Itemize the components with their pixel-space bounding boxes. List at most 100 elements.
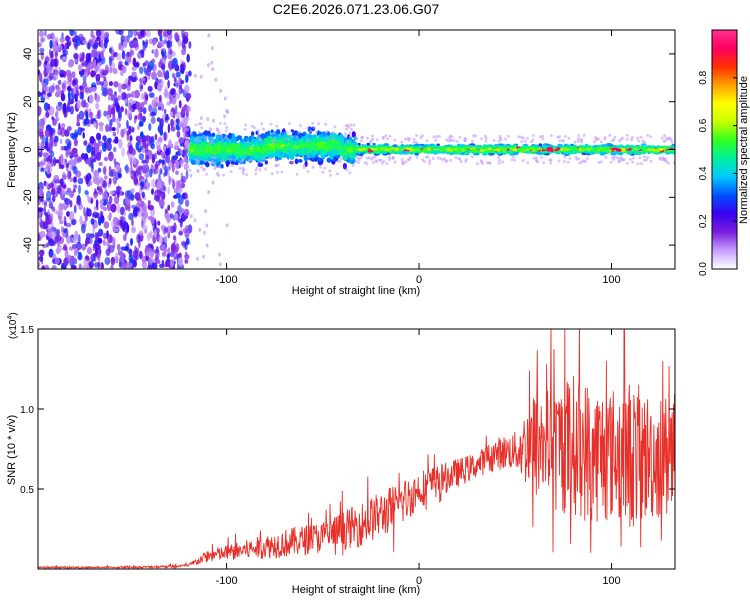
heatmap-cell <box>38 161 41 167</box>
heatmap-cell <box>65 35 70 42</box>
heatmap-cell <box>313 157 319 162</box>
heatmap-cell <box>454 156 458 160</box>
heatmap-cell <box>193 218 197 223</box>
heatmap-cell <box>471 139 475 143</box>
heatmap-cell <box>506 150 513 154</box>
heatmap-cell <box>351 131 356 138</box>
heatmap-cell <box>339 145 343 150</box>
heatmap-cell <box>151 153 156 164</box>
heatmap-cell <box>254 172 258 176</box>
heatmap-cell <box>126 119 129 129</box>
heatmap-cell <box>184 251 188 257</box>
heatmap-cell <box>108 244 115 253</box>
heatmap-cell <box>501 148 508 152</box>
heatmap-cell <box>98 185 103 193</box>
heatmap-cell <box>164 108 167 115</box>
heatmap-cell <box>472 134 475 138</box>
heatmap-cell <box>421 144 427 148</box>
heatmap-cell <box>91 87 97 92</box>
heatmap-cell <box>404 137 407 141</box>
heatmap-cell <box>423 146 428 150</box>
heatmap-cell <box>274 164 278 168</box>
heatmap-cell <box>109 119 113 127</box>
heatmap-cell <box>354 146 358 150</box>
heatmap-cell <box>256 145 261 153</box>
heatmap-cell <box>90 30 94 38</box>
heatmap-cell <box>356 150 361 154</box>
heatmap-cell <box>382 159 386 163</box>
heatmap-cell <box>46 164 51 175</box>
heatmap-cell <box>61 56 68 61</box>
heatmap-cell <box>658 157 662 161</box>
heatmap-cell <box>107 95 112 101</box>
heatmap-cell <box>612 144 618 148</box>
heatmap-cell <box>60 93 66 102</box>
heatmap-cell <box>531 149 536 153</box>
heatmap-cell <box>56 246 60 255</box>
heatmap-cell <box>571 145 578 149</box>
heatmap-cell <box>180 149 183 155</box>
heatmap-cell <box>469 149 474 152</box>
heatmap-cell <box>85 240 88 247</box>
heatmap-cell <box>274 158 278 162</box>
heatmap-cell <box>78 234 81 244</box>
heatmap-cell <box>488 161 492 165</box>
heatmap-cell <box>294 145 299 150</box>
heatmap-cell <box>53 209 59 214</box>
heatmap-cell <box>199 116 203 120</box>
heatmap-cell <box>157 30 162 37</box>
heatmap-cell <box>133 89 140 99</box>
heatmap-cell <box>181 48 186 56</box>
heatmap-cell <box>39 230 46 238</box>
heatmap-cell <box>112 176 116 183</box>
heatmap-cell <box>535 156 538 160</box>
heatmap-cell <box>213 167 217 171</box>
heatmap-cell <box>170 243 176 253</box>
heatmap-cell <box>471 146 476 150</box>
heatmap-cell <box>493 148 499 152</box>
heatmap-cell <box>46 147 50 152</box>
heatmap-cell <box>270 145 275 151</box>
heatmap-cell <box>73 84 77 94</box>
heatmap-cell <box>229 170 233 174</box>
heatmap-cell <box>142 224 148 231</box>
heatmap-cell <box>250 159 254 163</box>
heatmap-cell <box>303 142 309 148</box>
heatmap-cell <box>108 81 114 87</box>
heatmap-cell <box>164 148 170 156</box>
heatmap-cell <box>143 99 148 105</box>
heatmap-cell <box>103 156 109 162</box>
heatmap-cell <box>215 153 222 159</box>
heatmap-cell <box>190 136 194 143</box>
heatmap-cell <box>262 127 265 131</box>
heatmap-cell <box>537 147 541 151</box>
heatmap-cell <box>207 33 211 38</box>
heatmap-cell <box>294 158 299 165</box>
heatmap-cell <box>599 160 603 164</box>
heatmap-cell <box>337 160 340 164</box>
heatmap-cell <box>381 150 388 154</box>
heatmap-cell <box>208 128 212 132</box>
heatmap-cell <box>211 180 215 185</box>
heatmap-cell <box>85 52 90 63</box>
heatmap-cell <box>306 170 310 173</box>
heatmap-cell <box>185 74 189 83</box>
heatmap-cell <box>47 229 54 238</box>
heatmap-cell <box>121 83 127 90</box>
heatmap-cell <box>73 204 77 214</box>
heatmap-cell <box>68 211 75 221</box>
heatmap-cell <box>357 158 361 162</box>
heatmap-cell <box>41 36 46 43</box>
heatmap-cell <box>407 147 413 151</box>
heatmap-cell <box>60 164 64 170</box>
heatmap-cell <box>106 110 111 116</box>
heatmap-cell <box>171 88 177 99</box>
heatmap-cell <box>457 157 461 161</box>
heatmap-cell <box>137 135 142 141</box>
heatmap-cell <box>313 137 319 141</box>
heatmap-cell <box>461 148 465 152</box>
heatmap-cell <box>224 129 228 133</box>
heatmap-cell <box>359 139 363 143</box>
heatmap-cell <box>133 76 138 81</box>
heatmap-cell <box>193 151 198 156</box>
